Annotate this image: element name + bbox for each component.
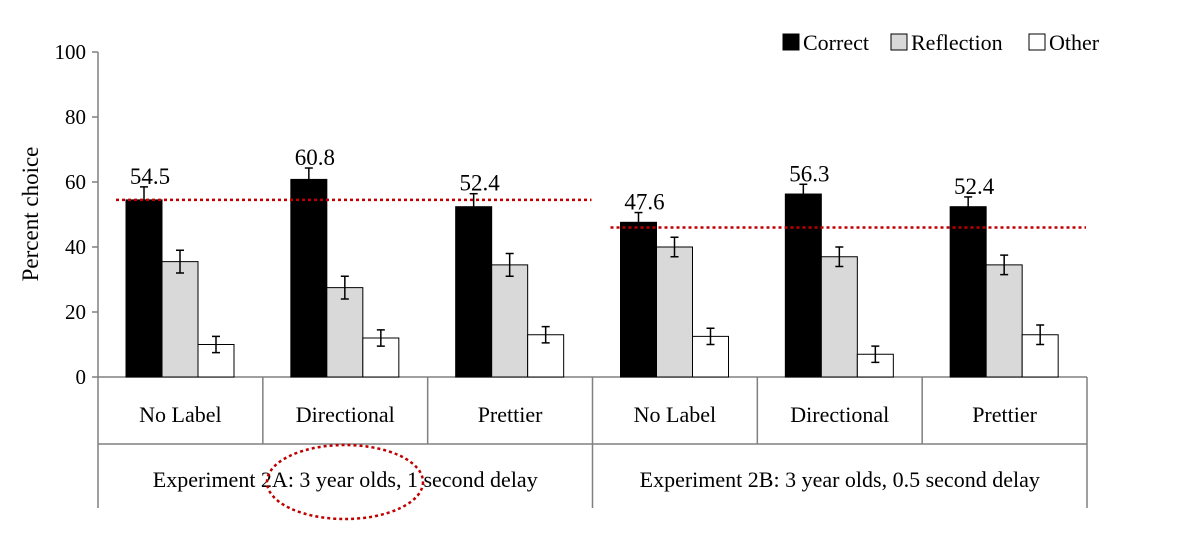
- bar-reflection: [161, 261, 199, 378]
- highlight-ellipse: [265, 443, 425, 521]
- legend-swatch-other: [1028, 33, 1046, 51]
- legend-swatch-reflection: [890, 33, 908, 51]
- data-label: 54.5: [130, 164, 170, 189]
- y-tick-label: 60: [65, 170, 86, 194]
- y-axis-title: Percent choice: [18, 147, 43, 282]
- data-label: 60.8: [295, 145, 335, 170]
- x-category-label: Directional: [296, 402, 395, 427]
- bar-other: [527, 334, 565, 378]
- data-label: 47.6: [624, 190, 664, 215]
- bar-reflection: [491, 264, 529, 378]
- legend-label-correct: Correct: [803, 30, 869, 55]
- x-group-label: Experiment 2B: 3 year olds, 0.5 second d…: [640, 467, 1040, 492]
- error-bars-layer: [140, 167, 1045, 364]
- y-tick-label: 100: [55, 40, 87, 64]
- bar-correct: [620, 221, 657, 378]
- data-label: 56.3: [789, 161, 829, 186]
- legend: Correct Reflection Other: [782, 30, 1100, 55]
- bar-reflection: [985, 264, 1023, 378]
- x-group-label: Experiment 2A: 3 year olds, 1 second del…: [153, 467, 538, 492]
- bar-reflection: [820, 256, 858, 378]
- bar-correct: [784, 193, 822, 378]
- bar-correct: [949, 206, 987, 378]
- bar-correct: [125, 199, 163, 378]
- bars-layer: [125, 178, 1059, 378]
- bar-other: [197, 344, 235, 378]
- y-tick-label: 0: [76, 365, 87, 389]
- x-category-label: No Label: [634, 402, 716, 427]
- labels-layer: No Label Directional Prettier No Label Direc…: [130, 145, 1040, 492]
- data-label: 52.4: [954, 174, 995, 199]
- y-tick-label: 40: [65, 235, 86, 259]
- bar-correct: [290, 178, 328, 378]
- bar-reflection: [326, 287, 364, 378]
- bar-correct: [455, 206, 493, 378]
- x-category-label: Prettier: [972, 402, 1037, 427]
- reference-lines-layer: [116, 198, 1086, 229]
- x-category-label: Directional: [790, 402, 889, 427]
- legend-label-other: Other: [1049, 30, 1100, 55]
- axis-layer: 0 20 40 60 80 100: [55, 40, 1088, 508]
- y-tick-label: 20: [65, 300, 86, 324]
- y-tick-label: 80: [65, 105, 86, 129]
- x-category-label: Prettier: [478, 402, 543, 427]
- data-label: 52.4: [460, 171, 501, 196]
- legend-label-reflection: Reflection: [911, 30, 1003, 55]
- bar-reflection: [656, 246, 693, 378]
- legend-swatch-correct: [782, 33, 800, 51]
- x-category-label: No Label: [139, 402, 221, 427]
